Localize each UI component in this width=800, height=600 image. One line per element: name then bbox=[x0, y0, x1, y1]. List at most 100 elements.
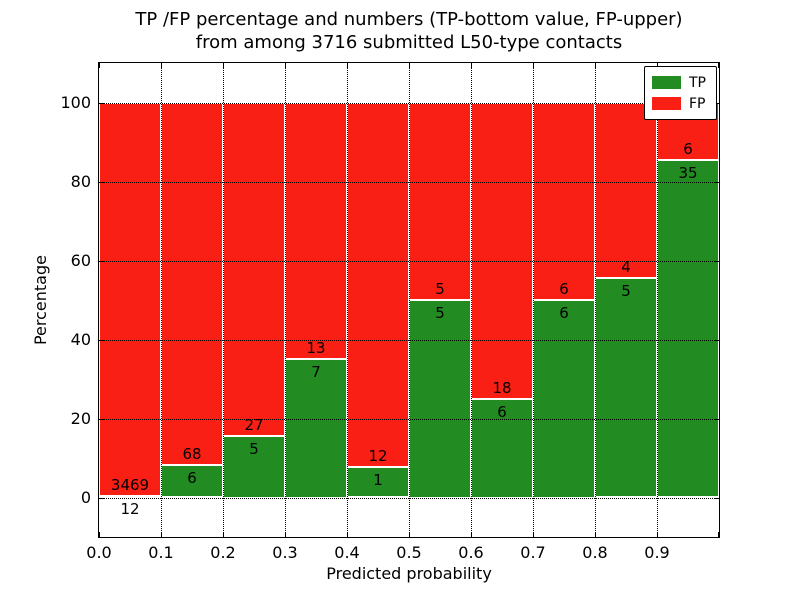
chart-title-line1: TP /FP percentage and numbers (TP-bottom… bbox=[135, 9, 683, 30]
bar-segment-fp bbox=[223, 102, 285, 436]
fp-count-label: 6 bbox=[559, 280, 569, 298]
fp-count-label: 12 bbox=[368, 447, 388, 466]
x-tick-top bbox=[471, 63, 472, 68]
x-tick-label: 0.8 bbox=[582, 543, 608, 562]
x-tick bbox=[285, 532, 286, 537]
bar-segment-fp bbox=[161, 102, 223, 466]
x-tick-label: 0.4 bbox=[334, 543, 360, 562]
bar-segment-tp bbox=[533, 300, 595, 498]
x-tick bbox=[718, 532, 719, 537]
x-tick bbox=[161, 532, 162, 537]
x-tick bbox=[99, 532, 100, 537]
x-tick-top bbox=[409, 63, 410, 68]
tp-count-label: 5 bbox=[435, 304, 445, 322]
x-tick-top bbox=[657, 63, 658, 68]
bar-segment-tp bbox=[161, 465, 223, 498]
x-gridline bbox=[533, 63, 534, 537]
y-tick bbox=[99, 102, 104, 104]
x-tick bbox=[471, 532, 472, 537]
bar-segment-tp bbox=[285, 359, 347, 498]
fp-count-label: 13 bbox=[306, 339, 326, 358]
fp-count-label: 27 bbox=[244, 415, 264, 434]
tp-count-label: 6 bbox=[559, 304, 569, 322]
fp-count-label: 5 bbox=[435, 280, 445, 298]
x-gridline bbox=[409, 63, 410, 537]
legend-item-tp: TP bbox=[652, 72, 710, 93]
y-tick-right bbox=[714, 497, 719, 499]
x-tick bbox=[595, 532, 596, 537]
legend-label-tp: TP bbox=[689, 74, 706, 91]
tp-count-label: 6 bbox=[187, 469, 197, 488]
bar-segment-fp bbox=[347, 102, 409, 468]
y-tick bbox=[99, 497, 104, 499]
y-tick-right bbox=[714, 339, 719, 341]
x-tick-top bbox=[533, 63, 534, 68]
bar-segment-fp bbox=[285, 102, 347, 360]
chart-title: TP /FP percentage and numbers (TP-bottom… bbox=[98, 8, 720, 54]
x-tick bbox=[347, 532, 348, 537]
y-tick-label: 100 bbox=[60, 92, 91, 112]
x-tick-top bbox=[595, 63, 596, 68]
y-tick-label: 80 bbox=[70, 171, 91, 191]
tp-count-label: 5 bbox=[249, 439, 259, 458]
fp-count-label: 18 bbox=[492, 378, 512, 397]
bar-segment-tp bbox=[595, 278, 657, 498]
legend-item-fp: FP bbox=[652, 93, 710, 114]
tp-count-label: 7 bbox=[311, 363, 321, 382]
x-gridline bbox=[471, 63, 472, 537]
bar-segment-fp bbox=[99, 102, 161, 497]
x-axis-label: Predicted probability bbox=[326, 564, 492, 583]
tp-count-label: 35 bbox=[678, 164, 698, 183]
x-tick-top bbox=[161, 63, 162, 68]
x-gridline bbox=[285, 63, 286, 537]
bar-segment-fp bbox=[533, 102, 595, 300]
x-tick-top bbox=[347, 63, 348, 68]
x-tick-label: 0.2 bbox=[210, 543, 236, 562]
legend-swatch-tp-icon bbox=[652, 76, 681, 89]
x-tick-label: 0.6 bbox=[458, 543, 484, 562]
y-tick bbox=[99, 339, 104, 341]
x-tick-top bbox=[99, 63, 100, 68]
y-tick-label: 0 bbox=[80, 487, 91, 507]
x-gridline bbox=[347, 63, 348, 537]
tp-count-label: 5 bbox=[621, 282, 631, 301]
bar-segment-fp bbox=[409, 102, 471, 300]
y-axis-label: Percentage bbox=[31, 255, 50, 346]
bar-segment-tp bbox=[409, 300, 471, 498]
x-tick-top bbox=[718, 63, 719, 68]
x-tick bbox=[657, 532, 658, 537]
x-gridline bbox=[161, 63, 162, 537]
y-tick-right bbox=[714, 418, 719, 420]
x-tick-label: 0.1 bbox=[148, 543, 174, 562]
x-tick-label: 0.9 bbox=[644, 543, 670, 562]
legend-label-fp: FP bbox=[689, 95, 706, 112]
chart-title-line2: from among 3716 submitted L50-type conta… bbox=[195, 32, 623, 53]
y-tick-label: 60 bbox=[70, 250, 91, 270]
x-tick-top bbox=[223, 63, 224, 68]
x-gridline bbox=[595, 63, 596, 537]
legend: TP FP bbox=[644, 66, 717, 120]
fp-count-label: 4 bbox=[621, 258, 631, 277]
x-tick-label: 0.5 bbox=[396, 543, 422, 562]
bar-segment-fp bbox=[471, 102, 533, 399]
x-tick-label: 0.0 bbox=[86, 543, 112, 562]
x-tick bbox=[223, 532, 224, 537]
y-tick-label: 20 bbox=[70, 408, 91, 428]
y-tick-label: 40 bbox=[70, 329, 91, 349]
x-tick-top bbox=[285, 63, 286, 68]
legend-swatch-fp-icon bbox=[652, 97, 681, 110]
x-gridline bbox=[223, 63, 224, 537]
fp-count-label: 6 bbox=[683, 140, 693, 159]
bar-segment-fp bbox=[595, 102, 657, 279]
tp-count-label: 12 bbox=[120, 500, 140, 519]
tp-count-label: 1 bbox=[373, 471, 383, 490]
x-tick bbox=[533, 532, 534, 537]
tp-count-label: 6 bbox=[497, 402, 507, 421]
y-tick-right bbox=[714, 181, 719, 183]
y-tick bbox=[99, 418, 104, 420]
fp-count-label: 68 bbox=[182, 445, 202, 464]
x-gridline bbox=[657, 63, 658, 537]
bar-segment-tp bbox=[657, 160, 719, 498]
x-tick-label: 0.7 bbox=[520, 543, 546, 562]
